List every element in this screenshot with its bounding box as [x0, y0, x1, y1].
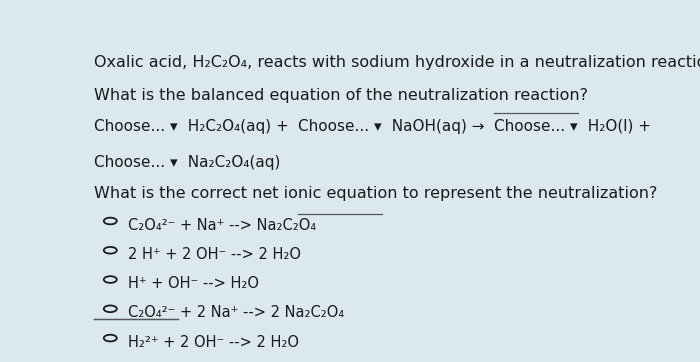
Text: H₂C₂O₄(aq) +: H₂C₂O₄(aq) +: [178, 119, 298, 134]
Text: Choose... ▾: Choose... ▾: [298, 119, 382, 134]
Text: Choose... ▾: Choose... ▾: [94, 119, 178, 134]
Text: H⁺ + OH⁻ --> H₂O: H⁺ + OH⁻ --> H₂O: [128, 276, 259, 291]
Text: H₂²⁺ + 2 OH⁻ --> 2 H₂O: H₂²⁺ + 2 OH⁻ --> 2 H₂O: [128, 335, 299, 350]
Text: C₂O₄²⁻ + 2 Na⁺ --> 2 Na₂C₂O₄: C₂O₄²⁻ + 2 Na⁺ --> 2 Na₂C₂O₄: [128, 306, 344, 320]
Text: H₂O(l) +: H₂O(l) +: [578, 119, 650, 134]
Text: NaOH(aq) →: NaOH(aq) →: [382, 119, 494, 134]
Text: Choose... ▾: Choose... ▾: [494, 119, 578, 134]
Text: 2 H⁺ + 2 OH⁻ --> 2 H₂O: 2 H⁺ + 2 OH⁻ --> 2 H₂O: [128, 247, 301, 262]
Text: C₂O₄²⁻ + Na⁺ --> Na₂C₂O₄: C₂O₄²⁻ + Na⁺ --> Na₂C₂O₄: [128, 218, 316, 233]
Text: Na₂C₂O₄(aq): Na₂C₂O₄(aq): [178, 155, 280, 170]
Text: Oxalic acid, H₂C₂O₄, reacts with sodium hydroxide in a neutralization reaction.: Oxalic acid, H₂C₂O₄, reacts with sodium …: [94, 55, 700, 70]
Text: What is the correct net ionic equation to represent the neutralization?: What is the correct net ionic equation t…: [94, 186, 657, 201]
Text: Choose... ▾: Choose... ▾: [94, 155, 178, 170]
Text: What is the balanced equation of the neutralization reaction?: What is the balanced equation of the neu…: [94, 88, 588, 103]
